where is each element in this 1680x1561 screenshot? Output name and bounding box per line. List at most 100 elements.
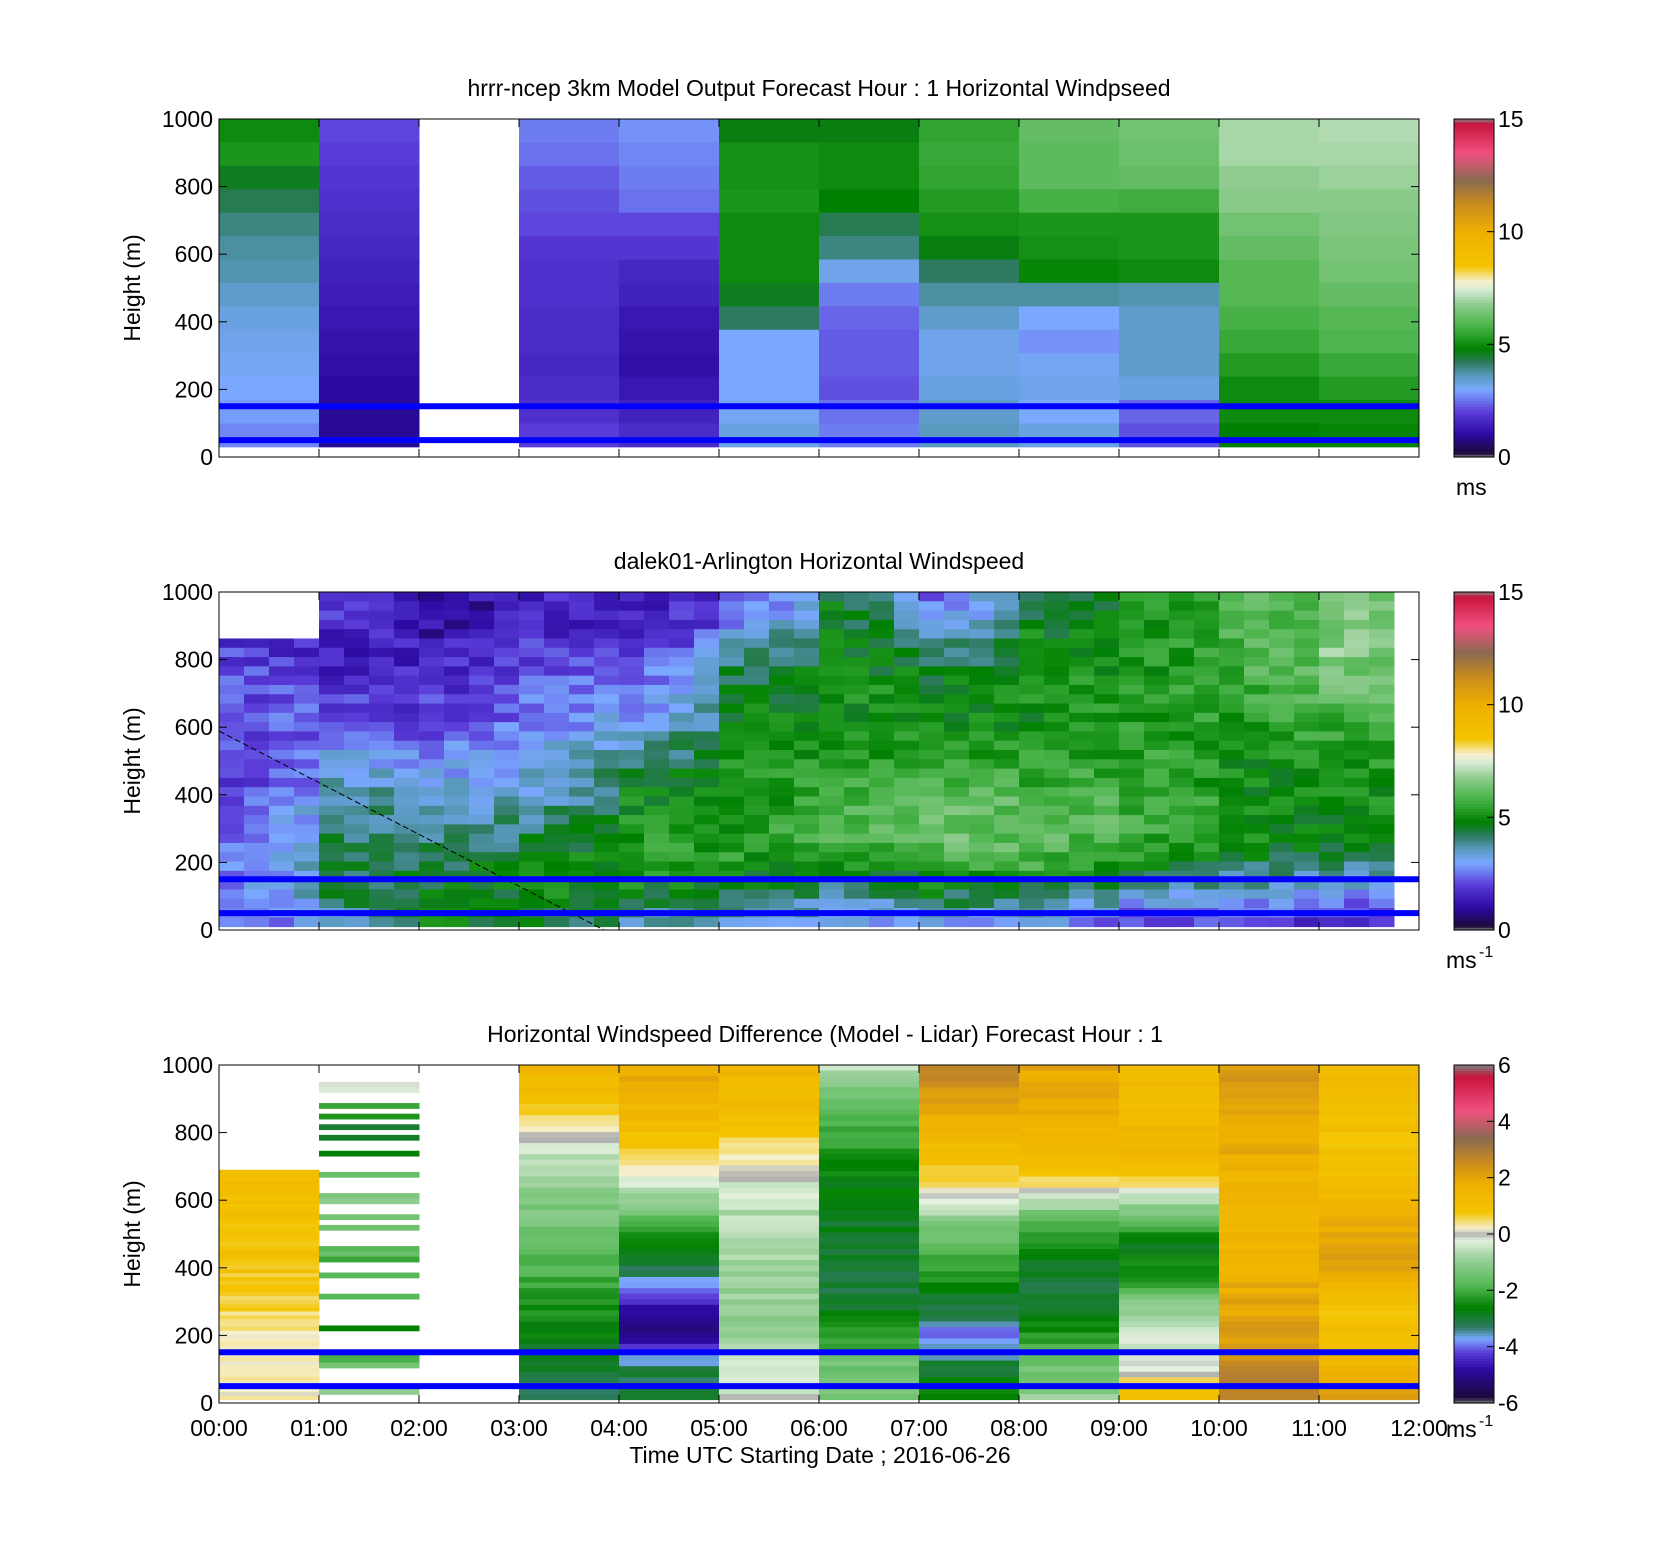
- heatmap-cell: [519, 1249, 620, 1256]
- heatmap-cell: [844, 842, 870, 853]
- heatmap-cell: [1119, 647, 1145, 658]
- colorbar-segment: [1454, 1332, 1494, 1336]
- heatmap-cell: [444, 638, 470, 649]
- panel-lidar-dashed-line: [218, 730, 605, 931]
- colorbar-segment: [1454, 1242, 1494, 1246]
- heatmap-cell: [494, 880, 520, 890]
- colorbar-segment: [1454, 175, 1494, 179]
- heatmap-cell: [1019, 423, 1120, 448]
- heatmap-cell: [294, 712, 320, 723]
- heatmap-cell: [1269, 731, 1295, 742]
- heatmap-cell: [269, 796, 295, 807]
- heatmap-cell: [1019, 1092, 1120, 1099]
- heatmap-cell: [369, 852, 395, 863]
- heatmap-cell: [819, 1109, 920, 1116]
- heatmap-cell: [1294, 629, 1320, 639]
- heatmap-cell: [219, 1185, 320, 1190]
- heatmap-cell: [1219, 796, 1245, 807]
- heatmap-cell: [244, 638, 270, 649]
- heatmap-cell: [219, 768, 245, 779]
- heatmap-cell: [1319, 1193, 1420, 1200]
- colorbar-segment: [1454, 327, 1494, 331]
- heatmap-cell: [1244, 684, 1270, 695]
- heatmap-cell: [1294, 787, 1320, 797]
- heatmap-cell: [1119, 703, 1145, 714]
- heatmap-cell: [294, 722, 320, 732]
- heatmap-cell: [744, 722, 770, 732]
- heatmap-cell: [419, 805, 445, 816]
- heatmap-cell: [1094, 917, 1120, 928]
- heatmap-cell: [819, 712, 845, 723]
- heatmap-cell: [269, 768, 295, 779]
- heatmap-cell: [1094, 666, 1120, 677]
- heatmap-cell: [244, 703, 270, 714]
- heatmap-cell: [519, 1254, 620, 1261]
- heatmap-cell: [569, 740, 595, 751]
- heatmap-cell: [544, 712, 570, 723]
- heatmap-cell: [519, 1276, 620, 1284]
- heatmap-cell: [969, 870, 995, 881]
- heatmap-cell: [1194, 796, 1220, 807]
- heatmap-cell: [644, 777, 670, 788]
- heatmap-cell: [1319, 1204, 1420, 1211]
- colorbar-segment: [1454, 290, 1494, 295]
- heatmap-cell: [619, 703, 645, 714]
- colorbar-segment: [1454, 907, 1494, 911]
- heatmap-cell: [919, 306, 1020, 331]
- heatmap-cell: [294, 740, 320, 751]
- heatmap-cell: [1144, 638, 1170, 649]
- heatmap-cell: [519, 259, 620, 284]
- heatmap-cell: [919, 1092, 1020, 1099]
- heatmap-cell: [569, 805, 595, 816]
- heatmap-cell: [919, 1254, 1020, 1261]
- heatmap-cell: [1219, 777, 1245, 788]
- heatmap-cell: [1119, 142, 1220, 167]
- colorbar-segment: [1454, 831, 1494, 835]
- heatmap-cell: [794, 842, 820, 853]
- heatmap-cell: [1169, 638, 1195, 649]
- heatmap-cell: [994, 722, 1020, 732]
- heatmap-cell: [519, 1338, 620, 1345]
- heatmap-cell: [819, 805, 845, 816]
- colorbar-segment: [1454, 1276, 1494, 1280]
- colorbar-segment: [1454, 1281, 1494, 1286]
- heatmap-cell: [669, 805, 695, 816]
- heatmap-cell: [1094, 824, 1120, 835]
- heatmap-cell: [1044, 889, 1070, 900]
- heatmap-cell: [794, 666, 820, 677]
- heatmap-cell: [219, 1326, 320, 1332]
- heatmap-cell: [869, 852, 895, 863]
- heatmap-cell: [1319, 1288, 1420, 1295]
- heatmap-cell: [694, 712, 720, 723]
- heatmap-cell: [919, 1215, 1020, 1222]
- heatmap-cell: [419, 675, 445, 686]
- heatmap-cell: [244, 657, 270, 667]
- heatmap-cell: [219, 376, 320, 401]
- colorbar-segment: [1454, 279, 1494, 283]
- heatmap-cell: [594, 842, 620, 853]
- colorbar-segment: [1454, 282, 1494, 286]
- heatmap-cell: [1219, 1288, 1320, 1295]
- heatmap-cell: [694, 796, 720, 807]
- heatmap-cell: [469, 870, 495, 881]
- heatmap-cell: [719, 1394, 820, 1401]
- heatmap-cell: [619, 694, 645, 705]
- heatmap-cell: [1369, 833, 1395, 844]
- heatmap-cell: [719, 1070, 820, 1077]
- heatmap-cell: [619, 657, 645, 667]
- heatmap-cell: [1269, 750, 1295, 760]
- heatmap-cell: [219, 870, 245, 881]
- heatmap-cell: [744, 629, 770, 639]
- heatmap-cell: [1319, 638, 1345, 649]
- colorbar-segment: [1454, 1166, 1494, 1170]
- colorbar-segment: [1454, 1312, 1494, 1317]
- heatmap-cell: [1094, 870, 1120, 881]
- colorbar-segment: [1454, 186, 1494, 191]
- heatmap-cell: [1169, 601, 1195, 612]
- heatmap-cell: [519, 1310, 620, 1317]
- heatmap-cell: [219, 694, 245, 705]
- heatmap-cell: [944, 703, 970, 714]
- heatmap-cell: [319, 638, 345, 649]
- heatmap-cell: [319, 1150, 420, 1157]
- heatmap-cell: [1019, 1193, 1120, 1200]
